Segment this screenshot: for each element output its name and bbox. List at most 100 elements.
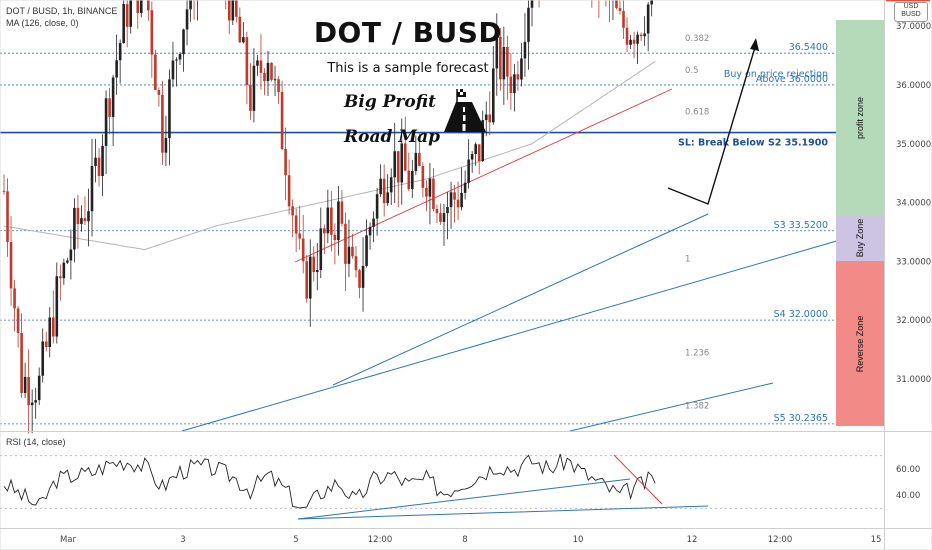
y-tick-label: 35.0000: [896, 140, 931, 150]
candle-body: [527, 7, 530, 42]
candle-body: [502, 47, 506, 80]
candle-body: [516, 74, 520, 80]
candle-body: [506, 47, 509, 77]
candle-body: [280, 92, 284, 149]
level-label: S5 30.2365: [774, 413, 828, 424]
level-label: S4 32.0000: [774, 309, 828, 320]
candle-body: [449, 192, 453, 208]
candle-body: [354, 256, 358, 271]
candle-body: [618, 8, 622, 11]
candle-body: [407, 170, 411, 190]
candle-body: [94, 157, 97, 167]
candle-body: [245, 37, 249, 85]
profit-zone: profit zone: [836, 20, 884, 215]
candle-body: [513, 74, 516, 94]
candle-body: [474, 144, 477, 155]
candle-body: [361, 265, 365, 288]
candle-body: [55, 276, 59, 337]
candle-body: [439, 213, 442, 222]
candle-body: [80, 218, 83, 224]
candle-body: [270, 62, 273, 80]
candle-body: [83, 218, 87, 222]
y-tick-label: 34.0000: [896, 199, 931, 209]
candle-body: [259, 60, 263, 73]
buy-zone: Buy Zone: [836, 215, 884, 261]
rsi-tick-label: 40.00: [896, 491, 920, 501]
candle-body: [90, 166, 94, 212]
candle-body: [375, 194, 379, 219]
y-tick-label: 37.0000: [896, 22, 931, 32]
profit-zone-label: profit zone: [855, 96, 865, 139]
ma-line: [3, 60, 656, 251]
candle-body: [411, 170, 414, 190]
candle-body: [34, 400, 37, 403]
candle-body: [446, 207, 449, 214]
resistance-trendline: [294, 88, 673, 263]
candle-body: [164, 138, 168, 153]
candle-body: [344, 223, 347, 264]
rsi-line: [3, 453, 656, 509]
candle-body: [287, 175, 291, 207]
candle-body: [101, 145, 104, 177]
candle-body: [315, 269, 319, 273]
candle-body: [456, 199, 460, 208]
candle-body: [185, 9, 189, 30]
fib-label: 0.5: [685, 66, 699, 76]
candle-body: [615, 0, 618, 9]
candle-body: [129, 0, 133, 27]
candle-body: [115, 60, 118, 78]
moving-average-layer: [3, 60, 656, 251]
level-label: 36.5400: [789, 42, 828, 53]
x-tick-label: 3: [180, 535, 185, 545]
candle-body: [291, 206, 294, 216]
support-trendline-3: [569, 382, 774, 432]
annotation-road-map: Road Map: [344, 127, 441, 147]
current-price-box: [886, 0, 930, 2]
candle-body: [16, 308, 20, 333]
candle-body: [643, 33, 646, 37]
candle-body: [238, 16, 242, 43]
candle-body: [312, 256, 316, 273]
candle-body: [273, 79, 277, 81]
symbol-label: DOT / BUSD, 1h, BINANCE: [6, 6, 118, 16]
candle-body: [337, 201, 340, 241]
buy-zone-label: Buy Zone: [855, 218, 865, 258]
candle-body: [308, 256, 312, 299]
candle-body: [263, 72, 266, 82]
candle-body: [147, 0, 150, 11]
level-label: Above 36.0000: [756, 74, 828, 85]
candle-body: [175, 59, 178, 61]
candles-layer: [2, 0, 653, 434]
x-tick-label: 12:00: [768, 535, 793, 545]
candle-body: [530, 0, 534, 8]
candle-body: [428, 178, 432, 197]
candle-body: [23, 376, 27, 393]
candle-body: [326, 207, 330, 234]
candle-body: [421, 165, 425, 188]
candle-body: [333, 234, 337, 241]
candle-body: [125, 4, 129, 27]
rsi-resistance-line: [613, 454, 663, 505]
candle-body: [76, 207, 80, 224]
fib-label: 0.618: [685, 107, 709, 117]
candle-body: [463, 182, 467, 193]
x-tick-label: 10: [573, 535, 584, 545]
level-label: SL: Break Below S2 35.1900: [678, 138, 828, 149]
candle-body: [235, 0, 238, 17]
candle-body: [382, 178, 386, 204]
currency-badge[interactable]: USD BUSD: [894, 2, 928, 22]
y-tick-label: 36.0000: [896, 81, 931, 91]
annotation-big-profit: Big Profit: [344, 92, 436, 112]
rsi-label: RSI (14, close): [6, 437, 66, 447]
candle-body: [48, 317, 52, 348]
trendlines-layer: [181, 38, 841, 432]
candle-body: [393, 151, 397, 178]
candle-body: [20, 332, 23, 393]
candle-body: [499, 36, 502, 80]
candle-body: [111, 77, 115, 117]
candle-body: [418, 152, 421, 166]
candle-body: [650, 0, 653, 5]
candle-body: [432, 178, 435, 210]
candle-body: [435, 209, 439, 214]
